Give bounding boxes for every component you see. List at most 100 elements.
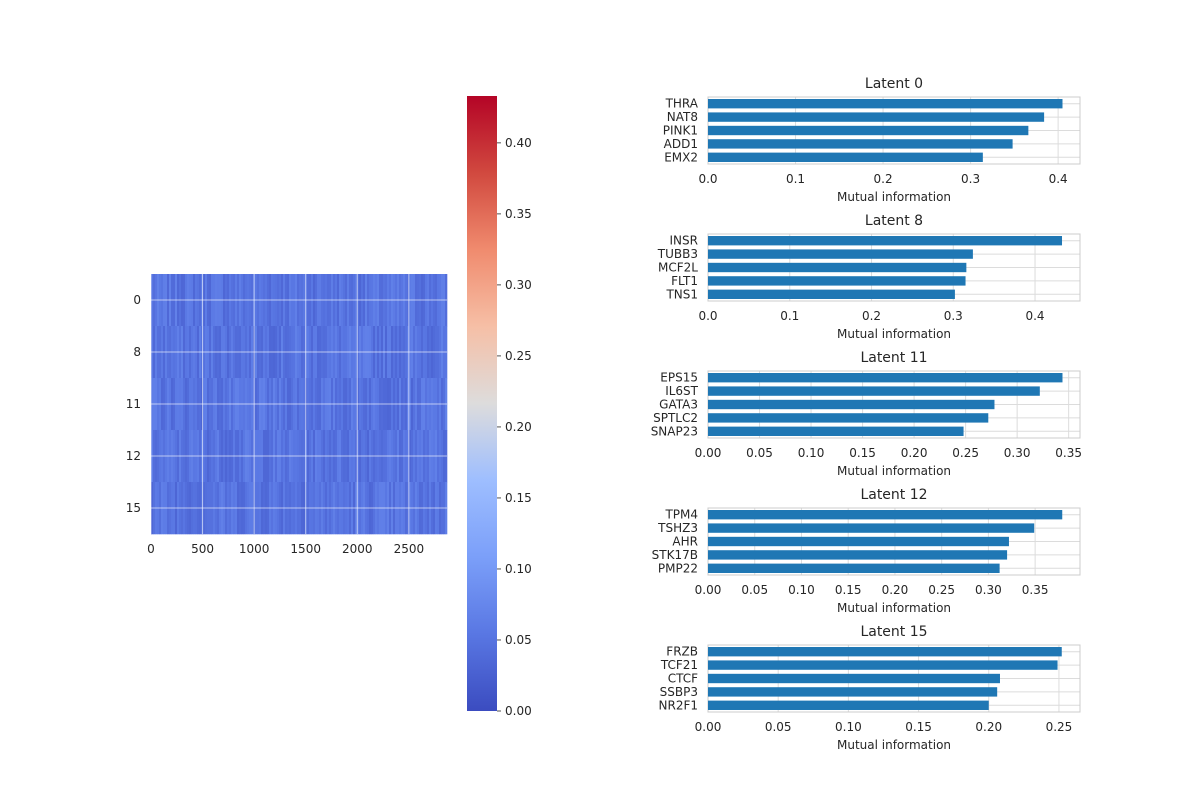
bar-x-tick-label: 0.2 [874, 172, 893, 186]
bar-category-label: TUBB3 [657, 247, 698, 261]
bar-x-axis-label: Mutual information [837, 327, 951, 341]
bar-panel-title: Latent 15 [860, 624, 927, 640]
bar-category-label: IL6ST [665, 384, 698, 398]
bar-category-label: TPM4 [664, 508, 698, 522]
heatmap-y-tick-label: 8 [133, 345, 141, 359]
colorbar-tick-label: 0.00 [505, 704, 532, 718]
bar-category-label: FLT1 [671, 274, 698, 288]
bar-x-tick-label: 0.25 [952, 446, 979, 460]
bar [708, 289, 955, 299]
bar-panel-title: Latent 8 [865, 213, 923, 229]
bar-x-tick-label: 0.3 [961, 172, 980, 186]
bar [708, 647, 1062, 657]
bar [708, 152, 983, 162]
bar-x-tick-label: 0.20 [901, 446, 928, 460]
bar-x-tick-label: 0.0 [698, 309, 717, 323]
bar-x-tick-label: 0.10 [835, 720, 862, 734]
bar-category-label: SSBP3 [660, 685, 698, 699]
bar-category-label: FRZB [666, 645, 698, 659]
bar-category-label: AHR [672, 535, 698, 549]
colorbar-tick-label: 0.20 [505, 420, 532, 434]
colorbar-tick-label: 0.25 [505, 349, 532, 363]
colorbar-tick-label: 0.05 [505, 633, 532, 647]
bar-x-tick-label: 0.20 [882, 583, 909, 597]
heatmap-x-tick-label: 0 [147, 542, 155, 556]
bar-x-tick-label: 0.30 [1004, 446, 1031, 460]
bar-x-tick-label: 0.05 [765, 720, 792, 734]
bar-x-tick-label: 0.15 [905, 720, 932, 734]
bar-x-tick-label: 0.4 [1025, 309, 1044, 323]
bar [708, 550, 1008, 560]
bar-category-label: GATA3 [659, 398, 698, 412]
bar-panel-title: Latent 0 [865, 76, 923, 92]
bar [708, 125, 1029, 136]
bar-category-label: NR2F1 [659, 698, 699, 712]
bar [708, 139, 1013, 149]
bar-x-tick-label: 0.15 [835, 583, 862, 597]
bar [708, 510, 1063, 520]
bar-x-tick-label: 0.00 [695, 446, 722, 460]
bar-x-axis-label: Mutual information [837, 601, 951, 615]
bar [708, 386, 1040, 396]
bar [708, 99, 1063, 109]
bar-x-tick-label: 0.05 [746, 446, 773, 460]
bar-panel-title: Latent 12 [860, 487, 927, 503]
bar-category-label: NAT8 [667, 110, 698, 124]
bar-category-label: STK17B [652, 548, 698, 562]
colorbar-tick-label: 0.30 [505, 278, 532, 292]
bar-x-axis-label: Mutual information [837, 464, 951, 478]
bar-x-tick-label: 0.25 [1046, 720, 1073, 734]
bar-x-tick-label: 0.10 [798, 446, 825, 460]
colorbar-tick-label: 0.10 [505, 562, 532, 576]
bar-x-tick-label: 0.20 [975, 720, 1002, 734]
bar [708, 413, 989, 423]
bar [708, 523, 1035, 533]
bar [708, 373, 1063, 383]
heatmap-x-tick-label: 1500 [290, 542, 321, 556]
bar-category-label: SNAP23 [651, 424, 698, 438]
bar-x-axis-label: Mutual information [837, 738, 951, 752]
bar-x-tick-label: 0.2 [862, 309, 881, 323]
bar-x-tick-label: 0.1 [786, 172, 805, 186]
bar [708, 687, 998, 697]
bar-x-tick-label: 0.4 [1049, 172, 1068, 186]
bar-category-label: SPTLC2 [653, 411, 698, 425]
heatmap-y-tick-label: 15 [126, 501, 141, 515]
bar [708, 563, 1000, 573]
bar-x-tick-label: 0.3 [944, 309, 963, 323]
bar-x-tick-label: 0.00 [695, 720, 722, 734]
bar-category-label: EMX2 [664, 150, 698, 164]
bar-category-label: ADD1 [664, 137, 698, 151]
bar [708, 660, 1058, 670]
bar [708, 673, 1000, 684]
bar-category-label: MCF2L [658, 261, 698, 275]
bar-x-tick-label: 0.00 [695, 583, 722, 597]
bar-x-tick-label: 0.25 [928, 583, 955, 597]
bar-x-tick-label: 0.1 [780, 309, 799, 323]
bar [708, 236, 1063, 246]
bar-category-label: TNS1 [665, 287, 698, 301]
bar-category-label: PMP22 [658, 561, 698, 575]
bar-category-label: CTCF [668, 672, 698, 686]
bar-panel-title: Latent 11 [860, 350, 927, 366]
heatmap-x-tick-label: 500 [191, 542, 214, 556]
bar-x-tick-label: 0.35 [1055, 446, 1082, 460]
bar [708, 399, 995, 410]
bar-category-label: INSR [670, 234, 698, 248]
colorbar-gradient [467, 96, 497, 711]
heatmap-y-tick-label: 0 [133, 293, 141, 307]
bar [708, 426, 964, 436]
bar-category-label: PINK1 [663, 124, 698, 138]
bar [708, 700, 989, 710]
heatmap-x-tick-label: 2500 [394, 542, 425, 556]
bar-x-tick-label: 0.30 [975, 583, 1002, 597]
bar [708, 536, 1009, 547]
bar-x-axis-label: Mutual information [837, 190, 951, 204]
bar [708, 262, 967, 273]
bar-x-tick-label: 0.05 [741, 583, 768, 597]
